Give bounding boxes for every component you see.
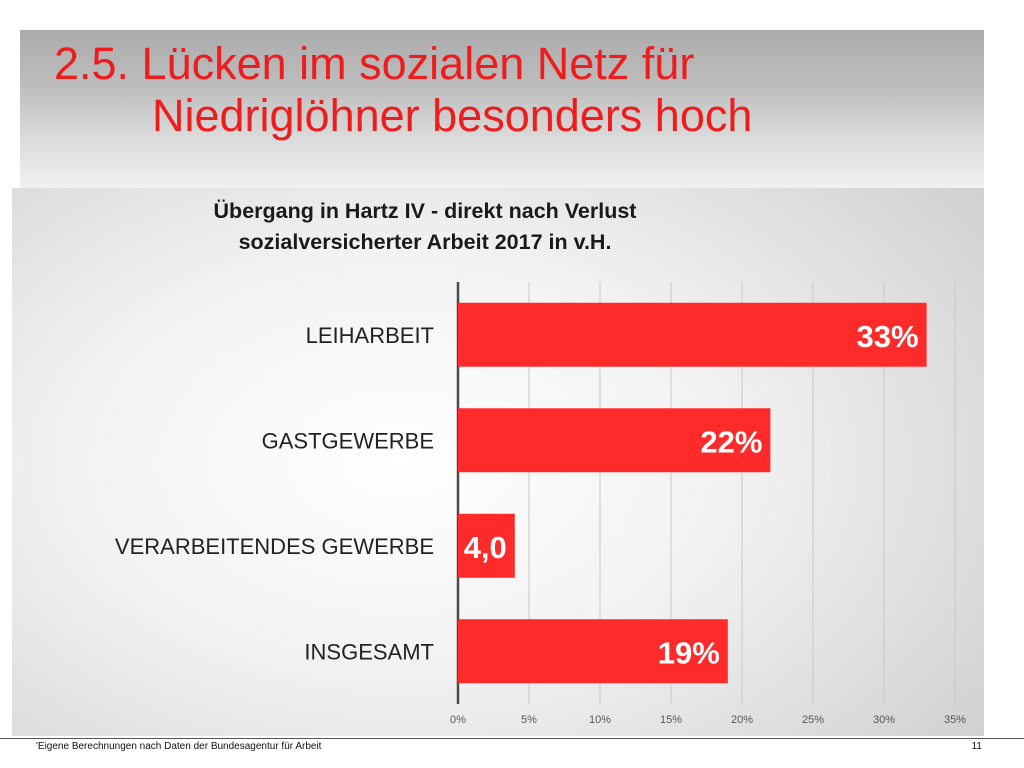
category-label: VERARBEITENDES GEWERBE	[115, 534, 434, 559]
x-tick-label: 30%	[873, 714, 895, 726]
chart-labels: 0% 5% 10% 15% 20% 25% 30% 35% LEIHARBEIT 33% GASTG…	[115, 319, 966, 726]
x-tick-label: 5%	[521, 714, 537, 726]
data-label: 22%	[700, 424, 762, 459]
x-tick-label: 25%	[802, 714, 824, 726]
chart-title: Übergang in Hartz IV - direkt nach Verlu…	[100, 196, 750, 258]
bar	[458, 302, 927, 367]
category-label: LEIHARBEIT	[306, 323, 434, 348]
x-tick-label: 0%	[450, 714, 466, 726]
data-label: 4,0	[464, 530, 507, 565]
x-tick-label: 15%	[660, 714, 682, 726]
bar	[458, 513, 515, 578]
bars	[458, 302, 927, 684]
footnote: 'Eigene Berechnungen nach Daten der Bund…	[36, 741, 322, 752]
x-tick-label: 20%	[731, 714, 753, 726]
title-band	[20, 30, 984, 188]
data-label: 19%	[658, 635, 720, 670]
bar	[458, 619, 728, 684]
x-tick-label: 35%	[944, 714, 966, 726]
x-tick-label: 10%	[589, 714, 611, 726]
category-label: INSGESAMT	[304, 639, 434, 664]
chart-title-line-2: sozialversicherter Arbeit 2017 in v.H.	[238, 230, 612, 254]
slide-title: 2.5. Lücken im sozialen Netz für Niedrig…	[54, 38, 974, 142]
slide-title-line-2: Niedriglöhner besonders hoch	[152, 90, 753, 141]
page-number: 11	[971, 741, 982, 752]
bar	[458, 408, 771, 473]
slide-title-line-1: 2.5. Lücken im sozialen Netz für	[54, 38, 695, 89]
data-label: 33%	[857, 319, 919, 354]
footer-rule	[0, 738, 1024, 739]
chart-title-line-1: Übergang in Hartz IV - direkt nach Verlu…	[213, 199, 637, 223]
category-label: GASTGEWERBE	[262, 428, 434, 453]
